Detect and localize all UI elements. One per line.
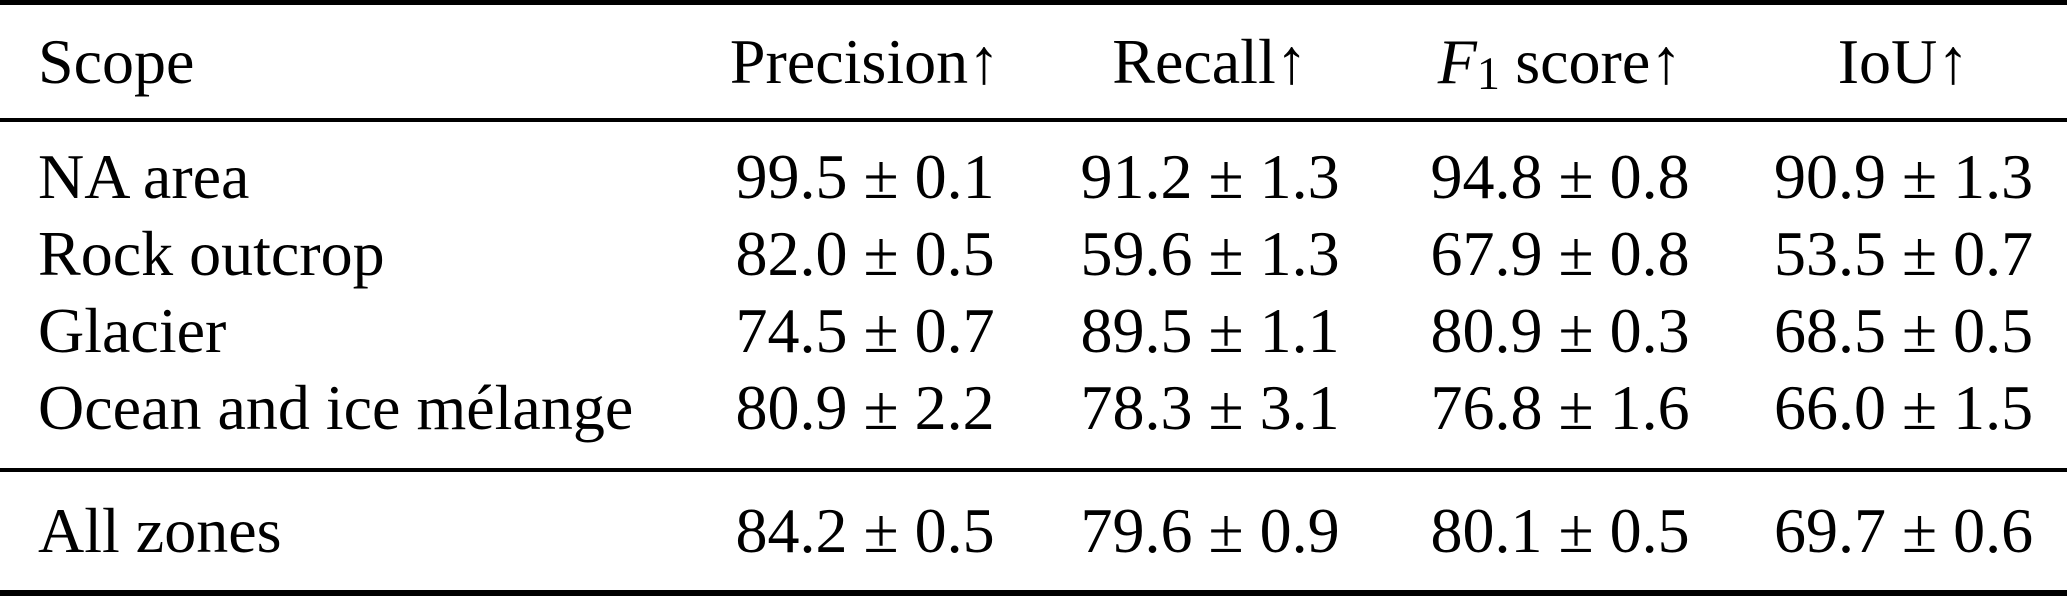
precision-value-cell: 82.0 ± 0.5 <box>735 218 995 289</box>
f1-score-word: score <box>1515 25 1651 97</box>
header-row: Scope Precision↑ Recall↑ F1 score↑ IoU↑ <box>0 2 2067 122</box>
iou-value-cell: 68.5 ± 0.5 <box>1773 295 2034 366</box>
recall-value-cell: 79.6 ± 0.9 <box>1080 495 1340 566</box>
table-row-na-area: NA area 99.5 ± 0.1 91.2 ± 1.3 94.8 ± 0.8… <box>0 120 2067 215</box>
ascending-arrow-icon: ↑ <box>1275 25 1308 97</box>
scope-cell: Glacier <box>38 295 227 366</box>
precision-value-cell: 84.2 ± 0.5 <box>735 495 995 566</box>
recall-value-cell: 91.2 ± 1.3 <box>1080 141 1340 212</box>
f1-score-value-cell: 80.9 ± 0.3 <box>1430 295 1690 366</box>
recall-value-cell: 78.3 ± 3.1 <box>1040 369 1380 472</box>
scope-cell: All zones <box>38 495 282 566</box>
recall-value-cell: 59.6 ± 1.3 <box>1080 218 1340 289</box>
precision-value-cell: 74.5 ± 0.7 <box>735 295 995 366</box>
column-header-iou: IoU↑ <box>1740 2 2067 122</box>
table-row-rock-outcrop: Rock outcrop 82.0 ± 0.5 59.6 ± 1.3 67.9 … <box>0 215 2067 292</box>
f1-letter: F <box>1437 25 1477 97</box>
iou-value-cell: 69.7 ± 0.6 <box>1773 495 2034 566</box>
column-header-f1-score: F1 score↑ <box>1380 2 1740 122</box>
f1-subscript: 1 <box>1476 47 1500 99</box>
scope-cell: Ocean and ice mélange <box>0 369 690 472</box>
precision-value-cell: 80.9 ± 2.2 <box>690 369 1040 472</box>
scope-cell: NA area <box>38 141 250 212</box>
iou-header-label: IoU <box>1837 25 1938 97</box>
iou-value-cell: 90.9 ± 1.3 <box>1773 141 2034 212</box>
table-row-ocean-ice-melange: Ocean and ice mélange 80.9 ± 2.2 78.3 ± … <box>0 369 2067 472</box>
table-row-glacier: Glacier 74.5 ± 0.7 89.5 ± 1.1 80.9 ± 0.3… <box>0 292 2067 369</box>
precision-value-cell: 99.5 ± 0.1 <box>735 141 995 212</box>
column-header-precision: Precision↑ <box>690 2 1040 122</box>
f1-score-value-cell: 76.8 ± 1.6 <box>1380 369 1740 472</box>
scope-header-label: Scope <box>38 25 195 97</box>
ascending-arrow-icon: ↑ <box>1937 25 1970 97</box>
f1-score-value-cell: 94.8 ± 0.8 <box>1430 141 1690 212</box>
f1-score-value-cell: 80.1 ± 0.5 <box>1430 495 1690 566</box>
precision-header-label: Precision <box>729 25 969 97</box>
column-header-recall: Recall↑ <box>1040 2 1380 122</box>
f1-score-value-cell: 67.9 ± 0.8 <box>1430 218 1690 289</box>
ascending-arrow-icon: ↑ <box>1650 25 1683 97</box>
ascending-arrow-icon: ↑ <box>968 25 1001 97</box>
recall-value-cell: 89.5 ± 1.1 <box>1080 295 1340 366</box>
scope-cell: Rock outcrop <box>38 218 385 289</box>
column-header-scope: Scope <box>0 2 690 122</box>
recall-header-label: Recall <box>1112 25 1276 97</box>
iou-value-cell: 53.5 ± 0.7 <box>1773 218 2034 289</box>
iou-value-cell: 66.0 ± 1.5 <box>1740 369 2067 472</box>
table-row-all-zones: All zones 84.2 ± 0.5 79.6 ± 0.9 80.1 ± 0… <box>0 470 2067 593</box>
